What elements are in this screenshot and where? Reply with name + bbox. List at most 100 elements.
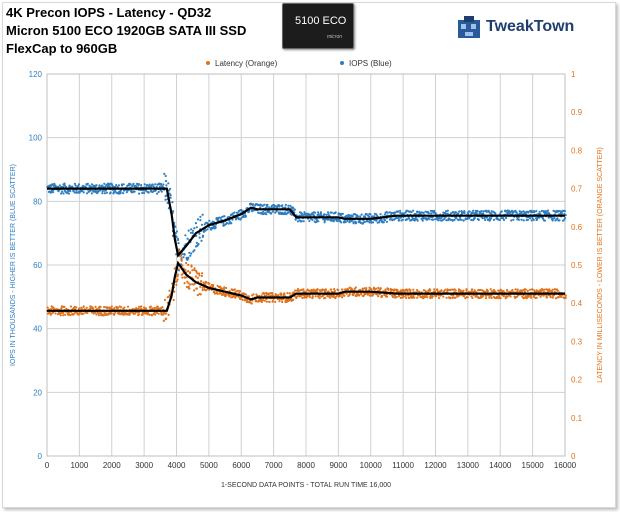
- scatter-point: [436, 290, 440, 293]
- scatter-point: [103, 306, 106, 309]
- scatter-point: [188, 287, 191, 290]
- scatter-point: [186, 280, 189, 283]
- scatter-point: [409, 290, 412, 293]
- scatter-point: [176, 275, 179, 278]
- scatter-point: [174, 225, 177, 228]
- scatter-point: [432, 211, 435, 214]
- scatter-point: [271, 210, 274, 213]
- scatter-point: [368, 215, 371, 218]
- scatter-point: [359, 215, 362, 218]
- scatter-point: [82, 312, 85, 315]
- scatter-point: [472, 209, 475, 212]
- scatter-point: [271, 300, 274, 303]
- scatter-point: [389, 287, 392, 291]
- legend-iops-label: IOPS (Blue): [349, 59, 392, 68]
- scatter-point: [187, 229, 190, 232]
- y-right-tick-label: 0: [571, 452, 576, 461]
- scatter-point: [126, 305, 130, 308]
- scatter-point: [108, 185, 111, 188]
- scatter-point: [80, 306, 83, 309]
- scatter-layer: [46, 172, 567, 322]
- scatter-point: [69, 190, 72, 193]
- scatter-point: [74, 184, 77, 187]
- scatter-point: [352, 221, 355, 224]
- scatter-point: [199, 219, 202, 222]
- chart-frame: [2, 2, 616, 508]
- scatter-point: [62, 192, 65, 195]
- scatter-point: [52, 307, 56, 310]
- scatter-point: [114, 189, 117, 192]
- scatter-point: [187, 270, 190, 273]
- scatter-point: [99, 189, 102, 192]
- scatter-point: [169, 187, 172, 190]
- scatter-point: [116, 185, 119, 188]
- scatter-point: [268, 300, 271, 303]
- scatter-point: [168, 189, 171, 192]
- scatter-point: [332, 294, 335, 297]
- scatter-point: [399, 209, 402, 212]
- scatter-point: [155, 307, 158, 310]
- scatter-point: [164, 174, 167, 178]
- scatter-point: [303, 296, 306, 299]
- scatter-point: [186, 258, 189, 261]
- scatter-point: [216, 292, 219, 296]
- x-tick-label: 4000: [168, 461, 186, 470]
- scatter-point: [222, 288, 226, 291]
- scatter-point: [165, 317, 168, 320]
- scatter-point: [431, 295, 434, 298]
- scatter-point: [141, 313, 144, 316]
- x-tick-label: 16000: [554, 461, 577, 470]
- scatter-point: [188, 251, 191, 254]
- scatter-point: [329, 288, 332, 291]
- scatter-point: [443, 290, 446, 293]
- scatter-point: [198, 274, 201, 277]
- scatter-point: [156, 192, 159, 195]
- scatter-point: [137, 313, 140, 316]
- scatter-point: [177, 242, 180, 245]
- scatter-point: [428, 218, 431, 221]
- scatter-point: [481, 217, 484, 220]
- scatter-point: [231, 212, 234, 215]
- scatter-point: [200, 280, 203, 283]
- scatter-point: [247, 295, 250, 298]
- scatter-point: [438, 297, 441, 300]
- scatter-point: [473, 216, 476, 219]
- scatter-point: [535, 209, 538, 213]
- scatter-point: [157, 312, 160, 315]
- scatter-point: [484, 290, 487, 293]
- chart-title-line1: 4K Precon IOPS - Latency - QD32: [6, 5, 212, 20]
- scatter-point: [230, 222, 233, 225]
- scatter-point: [195, 241, 198, 244]
- scatter-point: [515, 211, 518, 214]
- scatter-point: [451, 296, 454, 299]
- scatter-point: [263, 203, 266, 206]
- scatter-point: [395, 216, 398, 220]
- scatter-point: [561, 219, 565, 222]
- scatter-point: [418, 294, 421, 297]
- plot-area: [46, 73, 566, 457]
- scatter-point: [413, 296, 416, 299]
- scatter-point: [283, 293, 286, 296]
- scatter-point: [516, 288, 519, 291]
- y-left-tick-label: 20: [33, 388, 42, 397]
- scatter-point: [515, 295, 519, 298]
- scatter-point: [99, 312, 103, 315]
- scatter-point: [314, 211, 317, 214]
- scatter-point: [481, 294, 484, 298]
- scatter-point: [485, 216, 488, 219]
- scatter-point: [529, 294, 533, 297]
- scatter-point: [82, 305, 85, 308]
- scatter-point: [86, 192, 89, 195]
- ssd-brand-label: micron: [327, 34, 343, 40]
- scatter-point: [333, 288, 336, 291]
- scatter-point: [512, 218, 515, 221]
- scatter-point: [341, 296, 344, 299]
- scatter-point: [431, 209, 434, 213]
- scatter-point: [375, 287, 378, 290]
- scatter-point: [477, 218, 480, 221]
- scatter-point: [346, 219, 349, 223]
- scatter-point: [113, 307, 116, 310]
- scatter-point: [183, 253, 186, 256]
- scatter-point: [466, 296, 469, 299]
- scatter-point: [460, 210, 463, 213]
